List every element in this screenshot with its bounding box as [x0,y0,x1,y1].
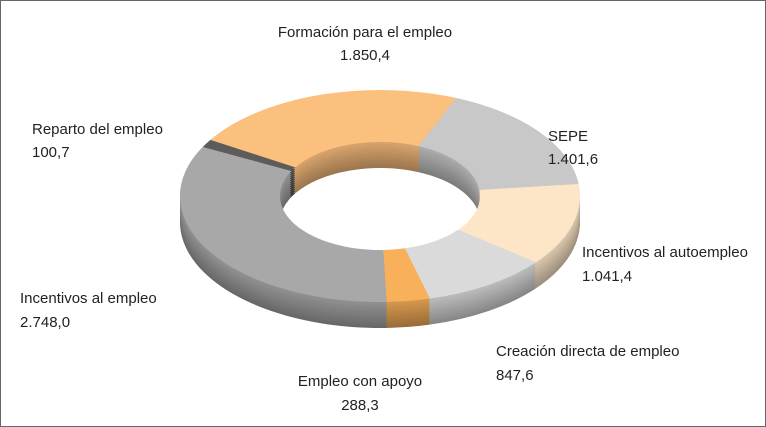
value-label: 2.748,0 [20,314,70,331]
slice [202,139,296,171]
slice [404,229,537,299]
slice [210,90,457,168]
value-label: 288,3 [341,397,379,414]
value-label: 847,6 [496,367,534,384]
slice-label: Creación directa de empleo [496,343,679,360]
value-label: 1.041,4 [582,268,632,285]
slice [383,248,430,302]
slice-label: Incentivos al empleo [20,290,157,307]
slice-label: SEPE [548,128,588,145]
value-label: 1.401,6 [548,151,598,168]
slice [458,183,580,263]
value-label: 100,7 [32,144,70,161]
slice-label: Formación para el empleo [278,24,452,41]
slice [179,146,387,302]
slice [418,98,579,190]
slice-label: Reparto del empleo [32,121,163,138]
value-label: 1.850,4 [340,47,390,64]
slice-label: Empleo con apoyo [298,373,422,390]
slice-label: Incentivos al autoempleo [582,244,748,261]
